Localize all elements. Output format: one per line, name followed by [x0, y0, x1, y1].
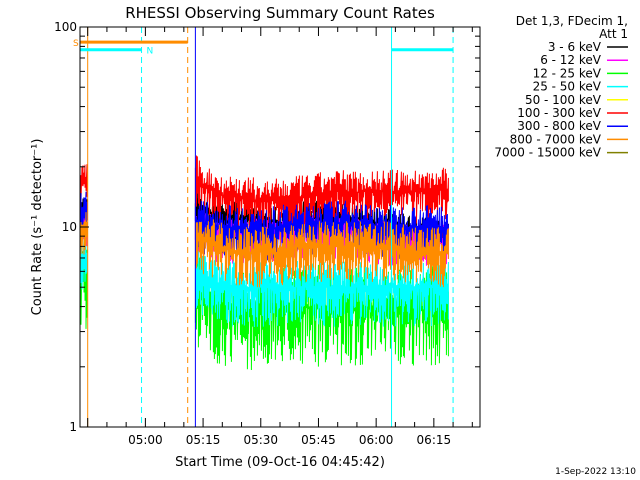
footer-date: 1-Sep-2022 13:10 [555, 467, 636, 477]
series-5-segment-0 [79, 164, 88, 212]
flag-label-0: S [73, 39, 79, 49]
flag-label-1: N [147, 47, 154, 57]
y-axis-label: Count Rate (s⁻¹ detector⁻¹) [30, 139, 45, 316]
x-tick-label: 05:15 [186, 433, 221, 447]
legend-item-3: 25 - 50 keV [533, 80, 602, 94]
x-tick-label: 05:45 [301, 433, 336, 447]
series-7-segment-1 [194, 219, 449, 288]
x-tick-label: 06:00 [359, 433, 394, 447]
y-tick-label: 1 [69, 420, 77, 434]
legend-item-6: 300 - 800 keV [517, 119, 601, 133]
axes: 1 10 100 05:00 05:15 05:30 05:45 06:00 06:15 [54, 20, 480, 447]
series-5-segment-1 [194, 155, 449, 233]
series-7-segment-0 [79, 212, 88, 271]
y-tick-label: 10 [62, 220, 77, 234]
legend-item-5: 100 - 300 keV [517, 106, 601, 120]
legend-item-1: 6 - 12 keV [540, 53, 602, 67]
legend-item-0: 3 - 6 keV [548, 40, 602, 54]
x-tick-label: 05:30 [243, 433, 278, 447]
legend-item-8: 7000 - 15000 keV [494, 146, 601, 160]
legend-header-line-2: Att 1 [599, 27, 628, 41]
legend-item-7: 800 - 7000 keV [510, 132, 602, 146]
legend-item-4: 50 - 100 keV [525, 93, 602, 107]
x-tick-label: 06:15 [417, 433, 452, 447]
legend-header-line-1: Det 1,3, FDecim 1, [516, 14, 628, 28]
chart-title: RHESSI Observing Summary Count Rates [125, 4, 435, 22]
series-3-segment-1 [194, 244, 449, 328]
y-tick-label: 100 [54, 20, 77, 34]
x-tick-label: 05:00 [128, 433, 163, 447]
x-axis-label: Start Time (09-Oct-16 04:45:42) [175, 455, 385, 470]
legend-item-2: 12 - 25 keV [533, 66, 602, 80]
